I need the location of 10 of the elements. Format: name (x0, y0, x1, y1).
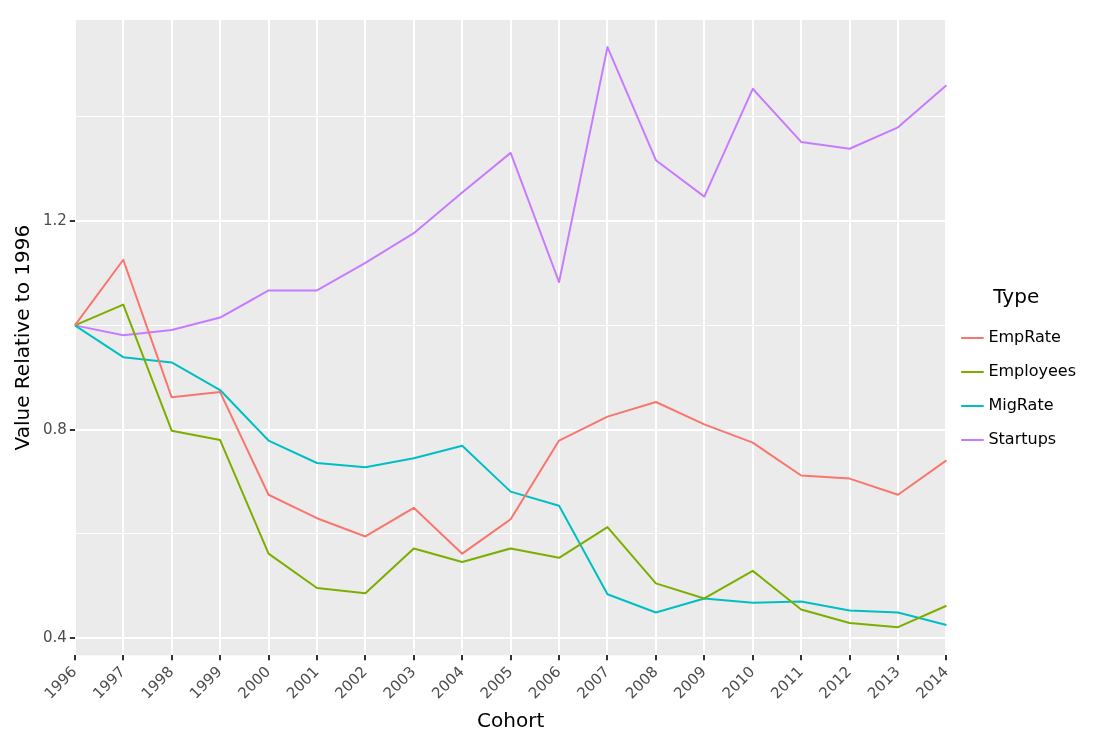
y-tick-label: 0.8 (43, 419, 67, 438)
y-tick-label: 0.4 (43, 627, 67, 646)
legend-label: Startups (988, 429, 1057, 449)
y-tick-label: 1.2 (43, 211, 67, 230)
legend-label: MigRate (988, 395, 1054, 415)
y-axis-title: Value Relative to 1996 (10, 224, 35, 451)
legend-label: Employees (988, 361, 1076, 381)
legend-label: EmpRate (988, 327, 1061, 347)
x-axis-title: Cohort (477, 708, 545, 733)
legend-title: Type (992, 284, 1040, 309)
